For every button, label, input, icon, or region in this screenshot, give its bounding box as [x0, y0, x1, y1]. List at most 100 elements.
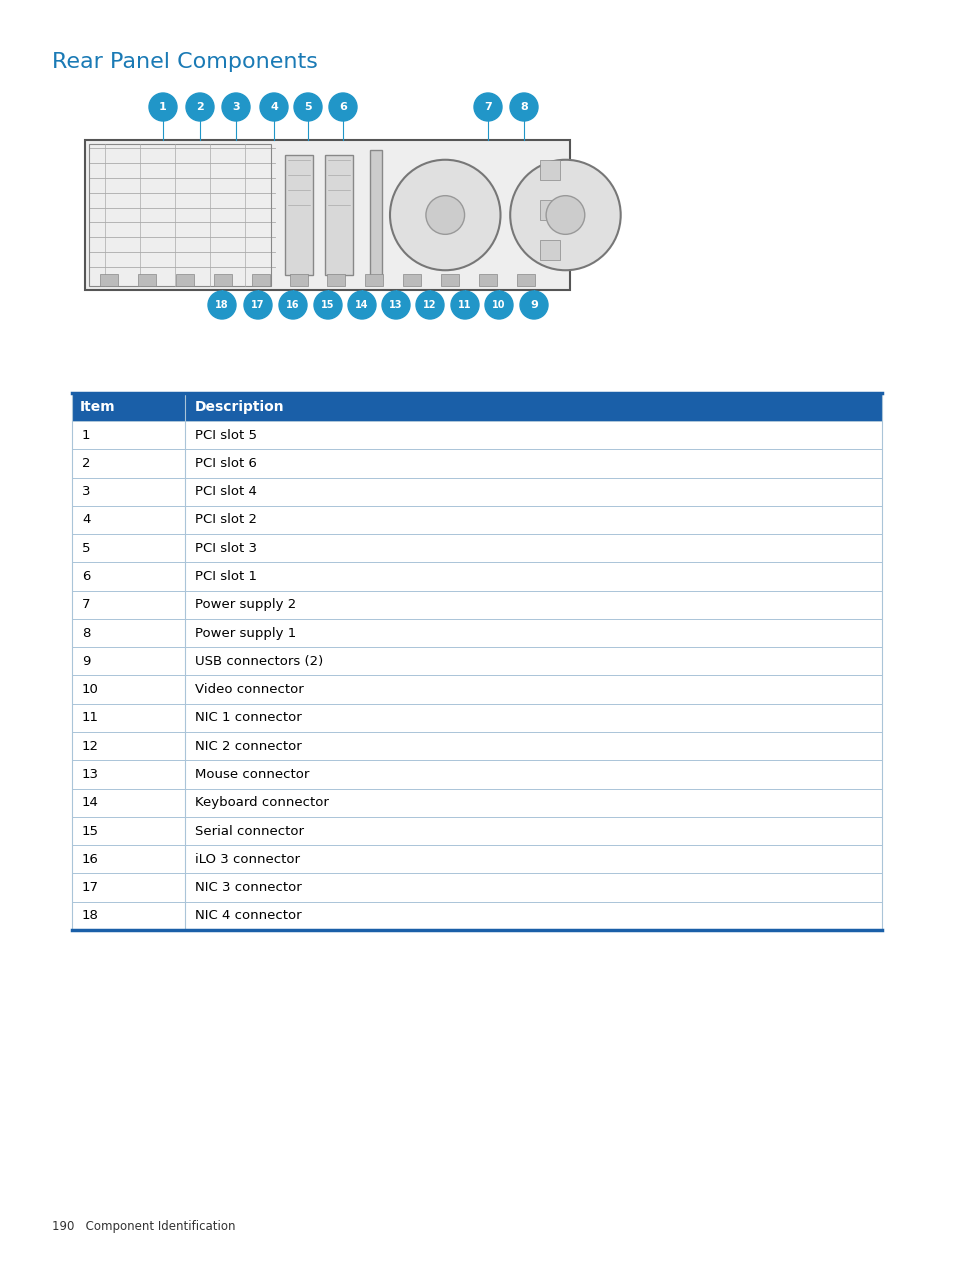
Text: Mouse connector: Mouse connector [194, 768, 309, 780]
Text: 12: 12 [82, 740, 99, 752]
Text: 13: 13 [389, 300, 402, 310]
Text: 10: 10 [492, 300, 505, 310]
Bar [138, 275, 155, 286]
Circle shape [484, 291, 513, 319]
Circle shape [260, 93, 288, 121]
Bar [539, 160, 559, 180]
Text: 190   Component Identification: 190 Component Identification [52, 1220, 235, 1233]
Circle shape [294, 93, 322, 121]
Bar [213, 275, 232, 286]
Text: 15: 15 [321, 300, 335, 310]
Text: 14: 14 [82, 796, 99, 810]
Circle shape [390, 160, 500, 271]
Text: 15: 15 [82, 825, 99, 838]
Bar [285, 155, 313, 275]
Text: 2: 2 [196, 102, 204, 112]
Circle shape [474, 93, 501, 121]
Text: Item: Item [80, 400, 115, 414]
Text: Power supply 1: Power supply 1 [194, 627, 296, 639]
Circle shape [510, 160, 620, 271]
Bar [441, 275, 458, 286]
Text: 13: 13 [82, 768, 99, 780]
Circle shape [545, 196, 584, 234]
Bar [290, 275, 307, 286]
Text: 4: 4 [82, 513, 91, 526]
Bar [325, 155, 353, 275]
Text: PCI slot 6: PCI slot 6 [194, 456, 256, 470]
Text: 12: 12 [423, 300, 436, 310]
Bar [85, 140, 569, 290]
Text: 18: 18 [82, 909, 99, 923]
Text: 11: 11 [82, 712, 99, 724]
Text: PCI slot 3: PCI slot 3 [194, 541, 256, 554]
Text: Video connector: Video connector [194, 683, 303, 697]
Text: 5: 5 [304, 102, 312, 112]
Text: 6: 6 [338, 102, 347, 112]
Text: NIC 2 connector: NIC 2 connector [194, 740, 301, 752]
Text: Keyboard connector: Keyboard connector [194, 796, 329, 810]
Text: 16: 16 [286, 300, 299, 310]
Bar [539, 240, 559, 261]
Text: iLO 3 connector: iLO 3 connector [194, 853, 299, 866]
Text: 1: 1 [82, 428, 91, 441]
Circle shape [425, 196, 464, 234]
Text: NIC 3 connector: NIC 3 connector [194, 881, 301, 894]
Text: PCI slot 2: PCI slot 2 [194, 513, 256, 526]
Text: 3: 3 [82, 486, 91, 498]
Text: PCI slot 4: PCI slot 4 [194, 486, 256, 498]
Text: 14: 14 [355, 300, 369, 310]
Bar [478, 275, 497, 286]
Text: Description: Description [194, 400, 284, 414]
Text: PCI slot 5: PCI slot 5 [194, 428, 256, 441]
Text: 7: 7 [82, 599, 91, 611]
Text: 1: 1 [159, 102, 167, 112]
Text: 11: 11 [457, 300, 471, 310]
Bar [403, 275, 421, 286]
Text: Power supply 2: Power supply 2 [194, 599, 296, 611]
Text: 6: 6 [82, 569, 91, 583]
Circle shape [381, 291, 410, 319]
Text: 17: 17 [82, 881, 99, 894]
Circle shape [348, 291, 375, 319]
Text: 4: 4 [270, 102, 277, 112]
Text: PCI slot 1: PCI slot 1 [194, 569, 256, 583]
Circle shape [314, 291, 341, 319]
Text: 8: 8 [519, 102, 527, 112]
Circle shape [186, 93, 213, 121]
Text: Rear Panel Components: Rear Panel Components [52, 52, 317, 72]
Bar [100, 275, 118, 286]
Circle shape [278, 291, 307, 319]
Text: 9: 9 [82, 655, 91, 667]
Text: 7: 7 [483, 102, 492, 112]
Circle shape [510, 93, 537, 121]
Bar [370, 150, 381, 280]
Bar [365, 275, 383, 286]
Bar [175, 275, 193, 286]
Bar [89, 144, 271, 286]
Text: 9: 9 [530, 300, 537, 310]
Bar [252, 275, 270, 286]
Text: 3: 3 [232, 102, 239, 112]
Text: 2: 2 [82, 456, 91, 470]
Circle shape [208, 291, 235, 319]
Text: Serial connector: Serial connector [194, 825, 304, 838]
Text: 18: 18 [215, 300, 229, 310]
Bar [539, 200, 559, 220]
Text: 8: 8 [82, 627, 91, 639]
Circle shape [416, 291, 443, 319]
Bar [327, 275, 345, 286]
Bar [71, 393, 882, 421]
Bar [517, 275, 535, 286]
Text: NIC 4 connector: NIC 4 connector [194, 909, 301, 923]
Text: USB connectors (2): USB connectors (2) [194, 655, 323, 667]
Circle shape [451, 291, 478, 319]
Circle shape [329, 93, 356, 121]
Text: 10: 10 [82, 683, 99, 697]
Text: 17: 17 [251, 300, 265, 310]
Circle shape [244, 291, 272, 319]
Text: 5: 5 [82, 541, 91, 554]
Text: NIC 1 connector: NIC 1 connector [194, 712, 301, 724]
Circle shape [149, 93, 177, 121]
Text: 16: 16 [82, 853, 99, 866]
Circle shape [519, 291, 547, 319]
